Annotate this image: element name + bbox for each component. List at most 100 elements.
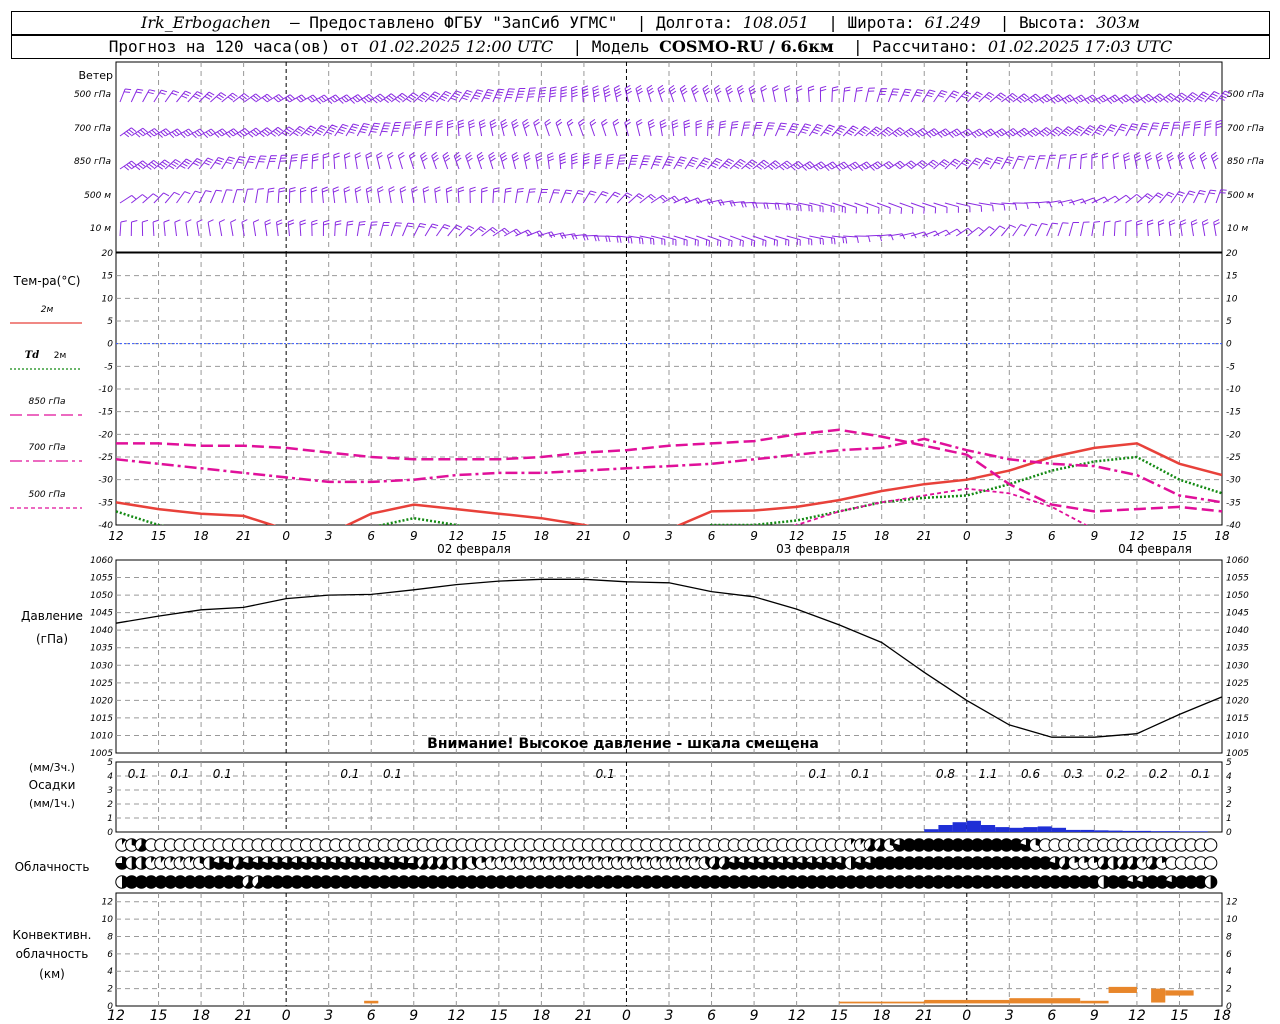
cloud-symbol-fill [1129,856,1140,870]
wind-barb [1201,219,1209,237]
lat-value: 61.249 [924,13,981,32]
wind-barb [1057,222,1069,237]
cloud-symbol-fill [854,875,867,889]
convective-tick-left: 12 [102,898,114,908]
wind-barb [1102,94,1120,105]
cloud-symbol-fill [339,875,352,889]
cloud-symbol-fill [125,875,138,889]
date-label: 03 февраля [776,542,850,556]
wind-barb [1080,153,1088,170]
bottom-x-tick: 12 [788,1008,806,1024]
wind-level-right: 500 гПа [1227,90,1264,100]
wind-barb [300,94,318,103]
wind-barb [379,222,390,237]
cloud-symbol-fill [1175,875,1188,889]
wind-barb [321,186,329,204]
convective-bar [1080,1000,1109,1004]
wind-barb [955,128,973,139]
wind-barb [594,235,611,243]
wind-barb [854,87,863,103]
wind-barb [1068,94,1086,105]
cloud-symbol-fill [387,856,401,870]
cloud-symbol-fill [213,875,226,889]
wind-barb [420,151,428,170]
cloud-symbol-fill [932,875,945,889]
cloud-symbol-fill [767,875,780,889]
wind-barb [718,120,727,137]
temp-tick-right: -35 [1226,498,1241,508]
wind-barb [499,151,508,170]
cloud-symbol-fill [578,856,583,863]
wind-barb [207,219,214,237]
pressure-tick-right: 1055 [1226,574,1249,584]
wind-barb [921,159,939,170]
cloud-symbol-fill [1058,875,1072,889]
wind-barb [888,202,903,214]
wind-barb [1102,220,1111,237]
cloud-symbol-fill [757,856,770,870]
cloud-symbol-fill [491,856,495,863]
cloud-symbol-fill [319,856,333,870]
cloud-symbol-fill [1116,875,1130,889]
wind-barb [1166,151,1174,170]
wind-barb [783,85,791,103]
cloud-symbol-fill [893,875,906,889]
pressure-tick-right: 1060 [1226,556,1249,566]
precip-3h-label: 0.8 [936,767,955,781]
cloud-symbol-fill [776,856,790,870]
wind-barb [492,187,500,204]
wind-barb [537,87,547,103]
wind-barb [119,127,137,138]
wind-barb [408,151,416,170]
wind-barb [266,126,283,137]
wind-barb [729,158,746,170]
cloud-symbol-fill [339,856,352,870]
station-name: Irk_Erbogachen [141,13,271,32]
cloud-symbol-fill [271,875,284,889]
bottom-x-tick: 12 [447,1008,465,1024]
wind-barb [535,152,543,170]
precip-unit-3h: (мм/3ч.) [29,761,75,774]
wind-barb [899,202,914,214]
wind-barb [639,194,656,204]
convective-tick-left: 10 [102,915,114,925]
legend-label: 2м [41,305,54,315]
cloud-symbol-fill [562,875,576,889]
precip-3h-label: 0.2 [1149,767,1168,781]
wind-barb [198,157,214,170]
cloud-symbol-fill [942,875,955,889]
cloud-symbol-fill [368,875,381,889]
temp-x-tick: 9 [410,529,418,543]
wind-barb [831,202,846,214]
temp-tick-right: -20 [1226,430,1241,440]
wind-barb [775,235,790,247]
temp-x-tick: 21 [917,529,932,543]
wind-barb [616,154,627,170]
precip-unit-1h: (мм/1ч.) [29,797,75,810]
pressure-tick-left: 1060 [90,556,113,566]
cloud-symbol-fill [844,875,858,889]
wind-barb [289,187,296,204]
cloud-symbol-fill [851,838,855,845]
bottom-x-tick: 9 [409,1008,418,1024]
wind-barb [581,85,589,103]
bottom-x-tick: 15 [830,1008,848,1024]
wind-barb [571,85,578,103]
wind-barb [264,219,271,237]
wind-barb [232,156,246,170]
wind-barb [413,91,430,103]
precip-tick-left: 5 [107,758,113,768]
cloud-symbol-fill [446,875,459,889]
bottom-x-tick: 21 [235,1008,253,1024]
wind-barb [807,85,815,103]
convective-bar [1108,986,1137,993]
cloud-symbol-fill [358,875,372,889]
temp-x-tick: 15 [151,529,166,543]
wind-barb [357,93,374,104]
wind-barb [1012,155,1025,170]
temp-x-tick: 6 [708,529,716,543]
wind-barb [435,224,451,237]
wind-barb [266,187,275,204]
wind-barb [673,156,687,170]
